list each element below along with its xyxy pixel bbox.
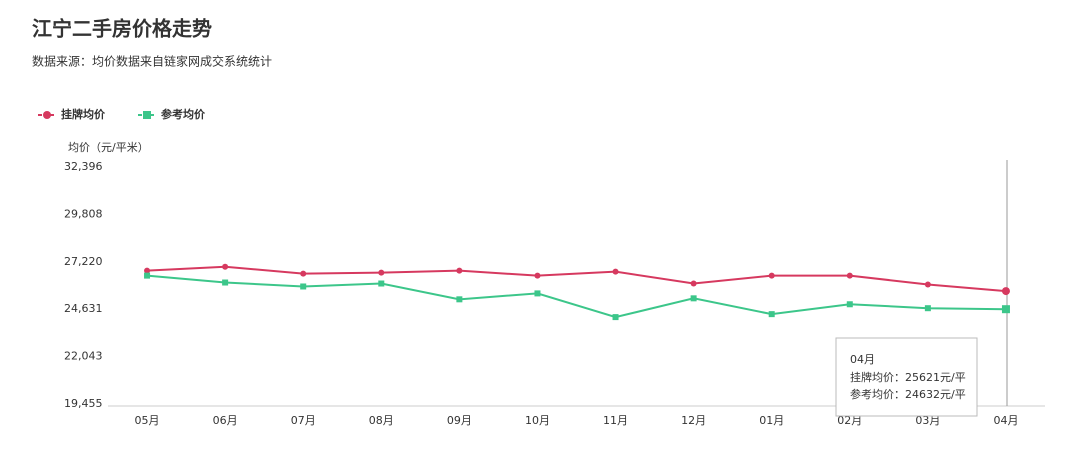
y-tick-label: 32,396 [64,160,103,173]
data-point [690,295,697,302]
tooltip-title: 04月 [850,353,875,366]
x-tick-label: 07月 [291,414,316,427]
series-line [146,274,1006,319]
chart-title: 江宁二手房价格走势 [32,17,212,41]
data-point [144,267,151,274]
y-tick-label: 27,220 [64,255,103,268]
x-tick-label: 10月 [525,414,550,427]
y-tick-label: 19,455 [64,397,103,410]
data-point [924,305,931,312]
data-point [222,279,229,286]
tooltip-line: 挂牌均价：25621元/平 [850,370,966,384]
data-point [222,263,229,270]
data-point [768,311,775,318]
x-tick-label: 06月 [213,414,238,427]
series-line [146,265,1007,293]
x-tick-label: 08月 [369,414,394,427]
data-point [144,272,151,279]
tooltip-line: 参考均价：24632元/平 [850,387,966,401]
x-tick-label: 01月 [759,414,784,427]
data-point [768,272,775,279]
legend-label: 挂牌均价 [61,107,106,121]
data-point [300,283,307,290]
x-tick-label: 12月 [681,414,706,427]
x-tick-label: 04月 [993,414,1018,427]
x-tick-label: 05月 [135,414,160,427]
data-point [612,314,619,321]
chart-subtitle: 数据来源：均价数据来自链家网成交系统统计 [32,54,272,69]
y-tick-label: 22,043 [64,350,103,363]
data-point [1001,287,1010,296]
x-tick-label: 11月 [603,414,628,427]
data-point [534,290,541,297]
y-tick-label: 24,631 [64,302,103,315]
data-point [378,269,385,276]
data-point [924,281,931,288]
data-point [846,301,853,308]
y-tick-label: 29,808 [64,207,103,220]
data-point [612,268,619,275]
data-point [846,272,853,279]
data-point [690,280,697,287]
y-axis-label: 均价（元/平米） [68,141,149,154]
data-point [534,272,541,279]
data-point [456,267,463,274]
legend-marker [43,111,51,119]
tooltip-box [835,337,978,417]
legend-marker [143,111,151,119]
x-tick-label: 03月 [915,414,940,427]
x-tick-label: 09月 [447,414,472,427]
data-point [378,280,385,287]
data-point [456,296,463,303]
x-tick-label: 02月 [837,414,862,427]
legend-label: 参考均价 [161,107,206,121]
data-point [1001,305,1010,314]
data-point [300,270,307,277]
